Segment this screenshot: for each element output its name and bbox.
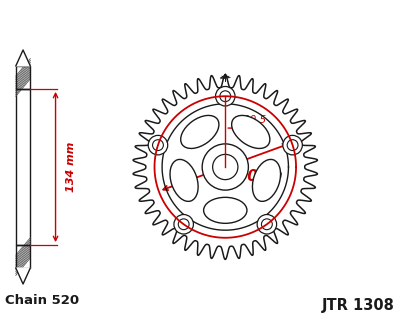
Text: 10.5: 10.5 (243, 115, 266, 125)
Ellipse shape (252, 159, 280, 201)
Ellipse shape (181, 116, 219, 148)
Circle shape (148, 135, 168, 155)
Circle shape (213, 154, 238, 180)
Polygon shape (16, 50, 30, 66)
Text: JTR 1308: JTR 1308 (322, 298, 395, 313)
Circle shape (152, 140, 163, 151)
Text: 134 mm: 134 mm (66, 142, 76, 192)
Text: 160: 160 (227, 169, 258, 184)
Polygon shape (16, 89, 30, 245)
Ellipse shape (232, 116, 270, 148)
Text: Chain 520: Chain 520 (5, 294, 80, 307)
Ellipse shape (170, 159, 198, 201)
Ellipse shape (204, 197, 247, 223)
Circle shape (283, 135, 302, 155)
Circle shape (174, 214, 194, 234)
Circle shape (287, 140, 298, 151)
Polygon shape (16, 268, 30, 284)
Circle shape (178, 219, 189, 230)
Circle shape (220, 91, 231, 102)
Circle shape (262, 219, 272, 230)
Circle shape (257, 214, 277, 234)
Text: mm: mm (261, 170, 283, 180)
Polygon shape (133, 74, 318, 260)
Circle shape (216, 87, 235, 106)
Circle shape (202, 144, 248, 190)
